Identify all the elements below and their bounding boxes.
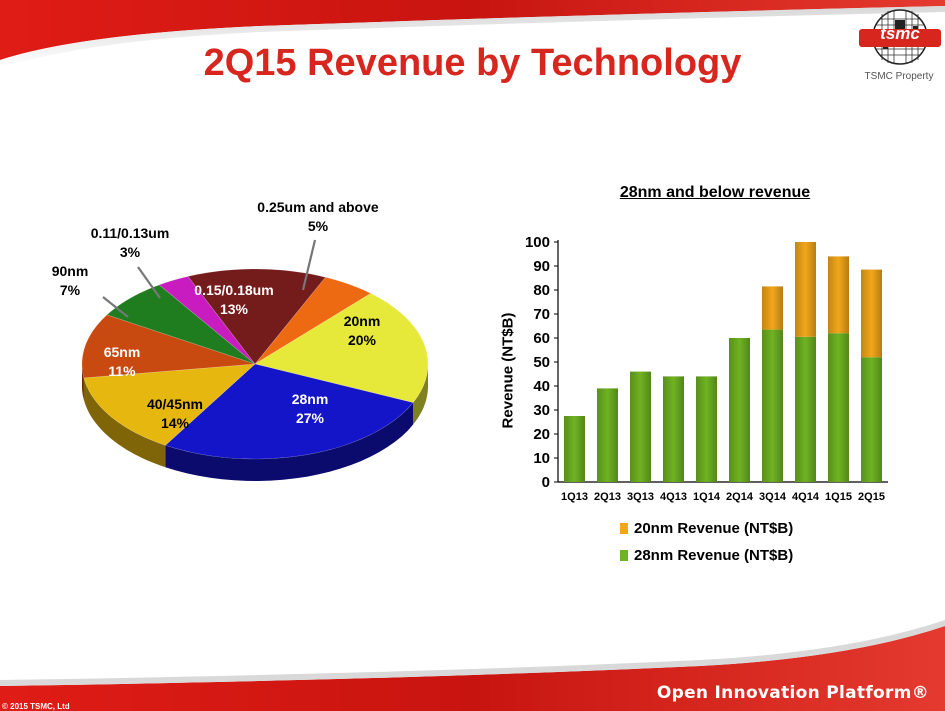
- pie-chart: [81, 239, 429, 481]
- bar-chart-title: 28nm and below revenue: [619, 184, 811, 201]
- legend-item-28nm: 28nm Revenue (NT$B): [620, 547, 793, 564]
- pie-slice-65nm: [81, 314, 256, 379]
- y-tick-label: 20: [533, 426, 550, 443]
- bar-20nm-2q15: [861, 269, 882, 358]
- pie-label-40-45nm: 40/45nm 14%: [95, 395, 255, 433]
- bar-28nm-1q15: [828, 333, 849, 482]
- footer-swoosh: [0, 620, 945, 711]
- bar-20nm-3q14: [762, 286, 783, 330]
- x-tick-label: 3Q13: [627, 491, 654, 503]
- pie-side-40-45nm: [83, 377, 166, 468]
- x-tick-label: 2Q13: [594, 491, 621, 503]
- pie-tops: [81, 268, 429, 460]
- x-tick-label: 4Q13: [660, 491, 687, 503]
- pie-label-0-25um-and-above: 0.25um and above 5%: [238, 198, 398, 236]
- pie-slice-40-45nm: [83, 363, 256, 446]
- x-tick-label: 3Q14: [759, 491, 787, 503]
- pie-side-28nm: [165, 402, 413, 481]
- pie-slice-0-25um-and-above: [254, 276, 372, 365]
- pie-label-65nm: 65nm 11%: [42, 343, 202, 381]
- y-tick-label: 50: [533, 354, 550, 371]
- pie-leader-90nm: [102, 296, 129, 318]
- y-tick-label: 30: [533, 402, 550, 419]
- bar-28nm-4q14: [795, 336, 816, 482]
- page-title: 2Q15 Revenue by Technology: [203, 42, 742, 84]
- x-tick-label: 2Q15: [858, 491, 885, 503]
- x-tick-label: 1Q14: [693, 491, 721, 503]
- legend-label-20nm: 20nm Revenue (NT$B): [634, 520, 794, 537]
- pie-side-20nm: [413, 364, 428, 425]
- bar-20nm-1q15: [828, 256, 849, 334]
- pie-label-name: 40/45nm: [146, 396, 204, 412]
- pie-label-name: 90nm: [51, 263, 89, 279]
- header-swoosh: [0, 0, 945, 68]
- x-tick-label: 1Q15: [825, 491, 852, 503]
- pie-label-name: 0.11/0.13um: [90, 225, 170, 241]
- pie-label-name: 20nm: [343, 313, 381, 329]
- pie-slice-28nm: [164, 363, 414, 460]
- legend-swatch-28nm: [620, 550, 628, 561]
- pie-label-value: 7%: [59, 282, 81, 298]
- pie-slice-20nm: [254, 293, 429, 403]
- tsmc-logo: [859, 9, 941, 65]
- x-tick-label: 2Q14: [726, 491, 754, 503]
- bar-28nm-2q13: [597, 388, 618, 482]
- pie-label-name: 28nm: [291, 391, 329, 407]
- y-tick-label: 40: [533, 378, 550, 395]
- y-tick-label: 80: [533, 282, 550, 299]
- pie-label-value: 11%: [108, 363, 136, 379]
- x-tick-label: 1Q13: [561, 491, 588, 503]
- legend-label-28nm: 28nm Revenue (NT$B): [634, 547, 794, 564]
- y-tick-label: 90: [533, 258, 550, 275]
- pie-label-value: 5%: [307, 218, 329, 234]
- pie-label-90nm: 90nm 7%: [0, 262, 150, 300]
- y-tick-label: 70: [533, 306, 550, 323]
- footer-brand: Open Innovation Platform®: [656, 683, 929, 703]
- logo-caption: TSMC Property: [864, 71, 934, 82]
- bar-20nm-4q14: [795, 242, 816, 337]
- y-tick-label: 100: [525, 234, 550, 251]
- pie-slice-90nm: [106, 284, 256, 365]
- pie-label-28nm: 28nm 27%: [230, 390, 390, 428]
- pie-label-name: 0.25um and above: [257, 199, 379, 215]
- bar-28nm-1q14: [696, 376, 717, 482]
- pie-label-20nm: 20nm 20%: [282, 312, 442, 350]
- pie-label-value: 3%: [119, 244, 141, 260]
- pie-label-value: 27%: [295, 410, 325, 426]
- pie-leader-0-25um-and-above: [301, 239, 317, 291]
- pie-label-name: 0.15/0.18um: [194, 282, 274, 298]
- pie-label-value: 13%: [219, 301, 249, 317]
- y-tick-label: 0: [542, 474, 550, 491]
- pie-side-65nm: [82, 364, 84, 400]
- x-tick-label: 4Q14: [792, 491, 820, 503]
- y-tick-label: 60: [533, 330, 550, 347]
- bar-28nm-1q13: [564, 416, 585, 482]
- bar-chart: 0 10 20 30 40 50 60 70 80 90 100 1Q13 2Q13 3Q13 4Q13 1Q…: [525, 234, 888, 503]
- pie-label-name: 65nm: [103, 344, 141, 360]
- legend-swatch-20nm: [620, 523, 628, 534]
- pie-label-value: 14%: [160, 415, 190, 431]
- bar-28nm-3q13: [630, 371, 651, 482]
- copyright: © 2015 TSMC, Ltd: [2, 702, 70, 711]
- bar-28nm-3q14: [762, 329, 783, 482]
- pie-slice-0-11-0-13um: [158, 276, 256, 365]
- bar-28nm-4q13: [663, 376, 684, 482]
- bar-28nm-2q15: [861, 357, 882, 482]
- y-tick-label: 10: [533, 450, 550, 467]
- pie-label-0-15-0-18um: 0.15/0.18um 13%: [154, 281, 314, 319]
- pie-sides: [82, 364, 428, 481]
- bar-28nm-2q14: [729, 338, 750, 482]
- logo-text: tsmc: [880, 24, 920, 43]
- pie-leader-0-11-0-13um: [137, 266, 161, 299]
- legend-item-20nm: 20nm Revenue (NT$B): [620, 520, 793, 537]
- pie-label-0-11-0-13um: 0.11/0.13um 3%: [50, 224, 210, 262]
- pie-label-value: 20%: [347, 332, 377, 348]
